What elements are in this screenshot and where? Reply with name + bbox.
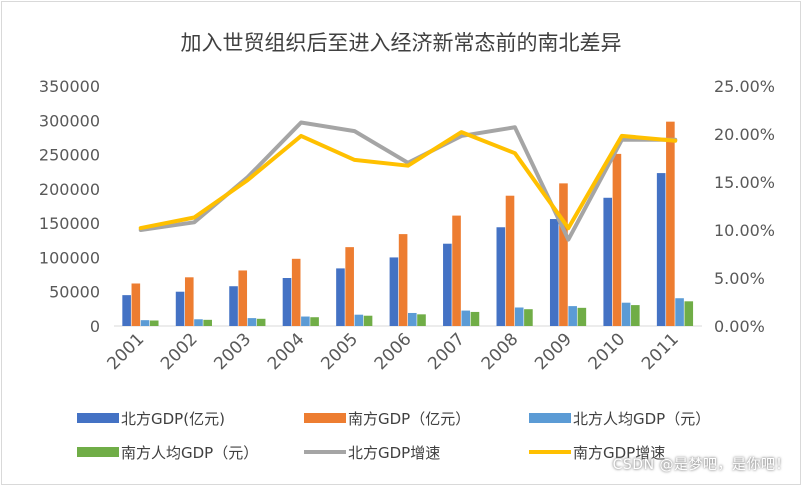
watermark: CSDN @是梦吧，是你吧！ — [612, 457, 790, 473]
left-axis-tick-label: 0 — [90, 317, 100, 336]
bar-ED7D31 — [452, 215, 461, 326]
bar-ED7D31 — [291, 258, 301, 326]
x-axis-category-label: 2008 — [478, 329, 523, 374]
right-axis-tick-label: 0.00% — [714, 317, 765, 336]
x-axis-category-label: 2011 — [638, 329, 683, 374]
bar-4472C4 — [443, 243, 452, 326]
bar-5B9BD5 — [568, 306, 577, 326]
bar-70AD47 — [203, 319, 212, 326]
bar-ED7D31 — [505, 195, 515, 326]
x-axis-category-label: 2003 — [210, 329, 255, 374]
bar-4472C4 — [603, 197, 613, 326]
legend-item: 南方GDP（亿元） — [304, 410, 470, 428]
right-y-axis: 0.00% 5.00% 10.00% 15.00% 20.00% 25.00% — [714, 77, 775, 336]
bar-4472C4 — [496, 227, 506, 326]
legend-item: 南方人均GDP（元） — [77, 444, 258, 462]
bar-70AD47 — [363, 315, 373, 326]
right-axis-tick-label: 25.00% — [714, 77, 775, 96]
bar-ED7D31 — [131, 283, 141, 326]
bar-5B9BD5 — [354, 314, 364, 326]
x-axis-category-label: 2009 — [531, 329, 576, 374]
right-axis-tick-label: 20.00% — [714, 125, 775, 144]
legend-label: 北方GDP增速 — [348, 444, 440, 462]
legend-label: 南方GDP（亿元） — [348, 410, 470, 428]
legend-item: 北方人均GDP（元） — [529, 410, 710, 428]
bar-70AD47 — [149, 320, 159, 326]
bar-70AD47 — [684, 301, 694, 326]
right-axis-tick-label: 10.00% — [714, 221, 775, 240]
bar-ED7D31 — [559, 183, 568, 326]
bar-4472C4 — [389, 257, 399, 326]
x-axis-category-label: 2006 — [371, 329, 416, 374]
bar-4472C4 — [549, 219, 559, 326]
bar-5B9BD5 — [514, 307, 524, 326]
bar-4472C4 — [282, 278, 292, 326]
bar-5B9BD5 — [461, 310, 471, 326]
bar-5B9BD5 — [301, 316, 310, 326]
bar-5B9BD5 — [621, 302, 631, 326]
bar-5B9BD5 — [408, 312, 417, 326]
left-axis-tick-label: 350000 — [39, 77, 100, 96]
x-axis-category-label: 2002 — [157, 329, 202, 374]
bar-ED7D31 — [238, 270, 248, 326]
legend-swatch — [529, 413, 571, 423]
legend-swatch — [77, 413, 119, 423]
x-axis-category-label: 2004 — [264, 329, 309, 374]
legend-swatch — [304, 413, 346, 423]
legend: 北方GDP(亿元) 南方GDP（亿元） 北方人均GDP（元） 南方人均GDP（元） 北方… — [77, 410, 710, 462]
bar-5B9BD5 — [675, 298, 684, 326]
legend-label: 南方人均GDP（元） — [121, 444, 258, 462]
bar-70AD47 — [524, 309, 533, 326]
bar-70AD47 — [470, 311, 480, 326]
left-axis-tick-label: 300000 — [39, 111, 100, 130]
bar-70AD47 — [577, 307, 587, 326]
bar-70AD47 — [417, 314, 426, 326]
x-axis: 2001 2002 2003 2004 2005 2006 2007 2008 2009 2010… — [104, 325, 702, 374]
bar-ED7D31 — [184, 277, 194, 326]
bar-4472C4 — [656, 173, 666, 326]
left-axis-tick-label: 250000 — [39, 146, 100, 165]
left-axis-tick-label: 100000 — [39, 248, 100, 267]
legend-swatch — [77, 447, 119, 457]
bar-70AD47 — [310, 317, 319, 326]
left-axis-tick-label: 200000 — [39, 180, 100, 199]
line-series-group — [138, 120, 678, 242]
bar-4472C4 — [229, 286, 238, 326]
legend-item: 南方GDP增速 — [529, 444, 665, 462]
bar-5B9BD5 — [194, 319, 203, 326]
legend-item: 北方GDP(亿元) — [77, 410, 225, 428]
bar-ED7D31 — [345, 247, 354, 326]
left-axis-tick-label: 150000 — [39, 214, 100, 233]
bar-ED7D31 — [612, 153, 622, 326]
left-axis-tick-label: 50000 — [49, 283, 100, 302]
bar-4472C4 — [175, 291, 185, 326]
legend-label: 北方GDP(亿元) — [121, 410, 225, 428]
line-series — [138, 130, 678, 231]
chart-title: 加入世贸组织后至进入经济新常态前的南北差异 — [181, 31, 622, 55]
x-axis-category-label: 2010 — [585, 329, 630, 374]
bar-4472C4 — [122, 295, 131, 326]
bar-70AD47 — [256, 318, 266, 326]
bar-5B9BD5 — [247, 318, 257, 326]
x-axis-category-label: 2001 — [104, 329, 149, 374]
bar-ED7D31 — [666, 121, 675, 326]
left-y-axis: 0 50000 100000 150000 200000 250000 300000 3500… — [39, 77, 100, 336]
bar-ED7D31 — [398, 234, 408, 326]
bar-5B9BD5 — [140, 320, 150, 326]
x-axis-category-label: 2007 — [424, 329, 469, 374]
bar-70AD47 — [631, 305, 640, 326]
right-axis-tick-label: 15.00% — [714, 173, 775, 192]
x-axis-category-label: 2005 — [317, 329, 362, 374]
legend-label: 北方人均GDP（元） — [573, 410, 710, 428]
right-axis-tick-label: 5.00% — [714, 269, 765, 288]
bar-4472C4 — [336, 268, 345, 326]
legend-item: 北方GDP增速 — [304, 444, 440, 462]
legend-label: 南方GDP增速 — [573, 444, 665, 462]
bar-series-group — [122, 121, 694, 326]
